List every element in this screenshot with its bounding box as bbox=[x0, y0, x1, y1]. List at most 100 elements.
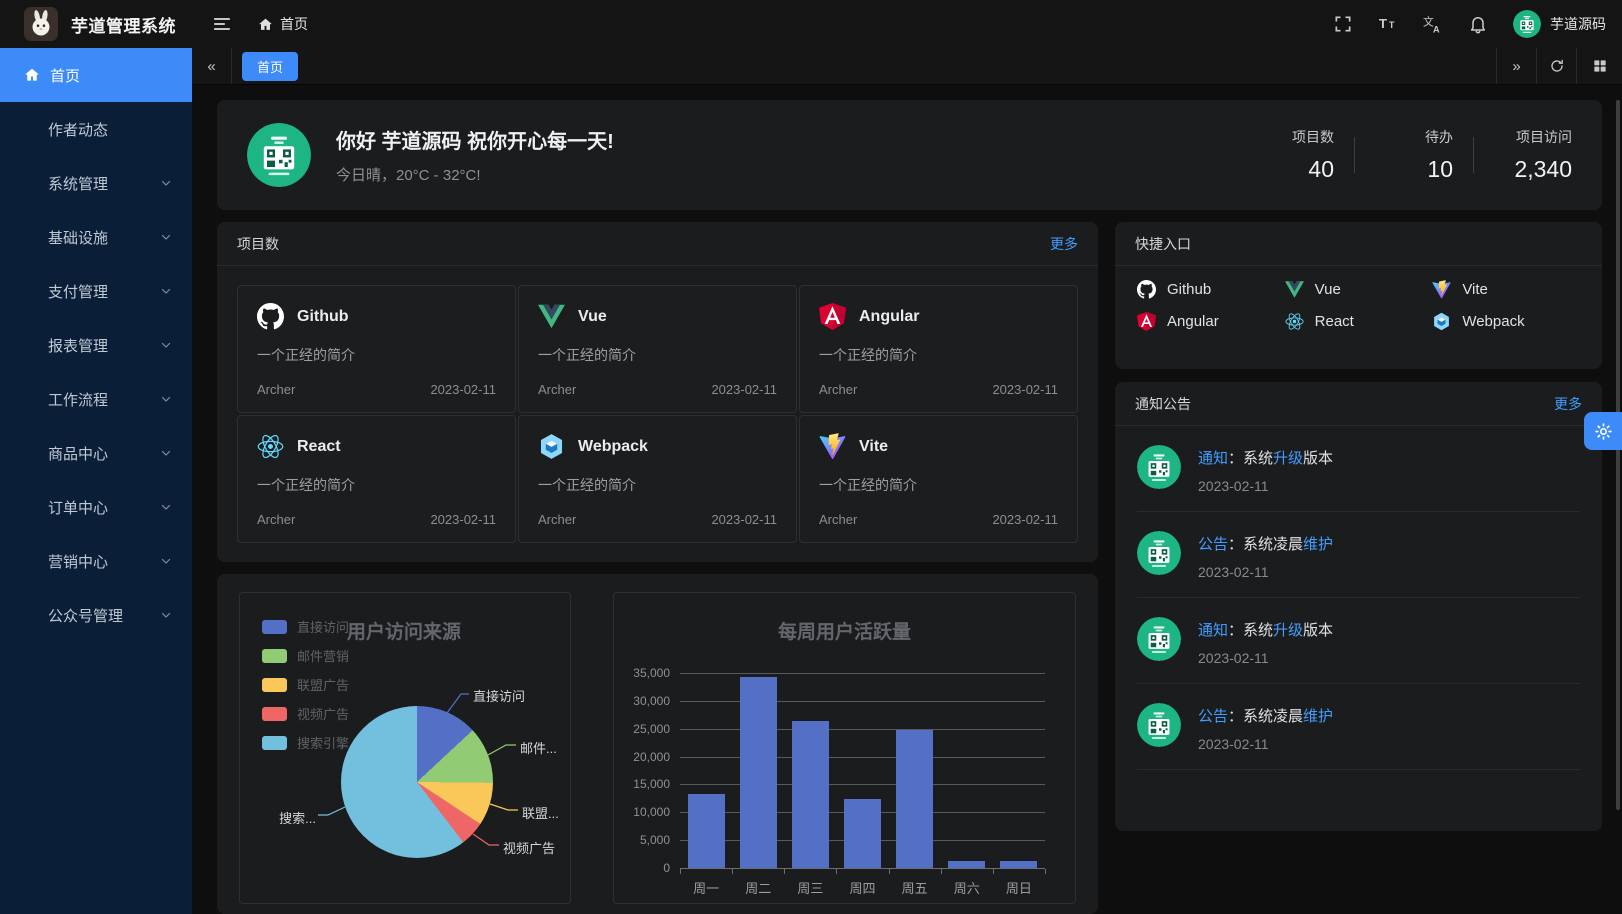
sidebar-item-label: 作者动态 bbox=[48, 121, 109, 139]
stat-value: 40 bbox=[1308, 156, 1334, 182]
notice-date: 2023-02-11 bbox=[1198, 564, 1269, 580]
sidebar-item-8[interactable]: 订单中心 bbox=[0, 480, 192, 534]
legend-item-4[interactable]: 搜索引擎 bbox=[262, 733, 349, 752]
project-card-head: Webpack bbox=[538, 433, 777, 460]
project-author: Archer bbox=[257, 512, 296, 527]
legend-label: 搜索引擎 bbox=[297, 736, 350, 751]
x-tick-mark bbox=[940, 869, 942, 874]
project-date: 2023-02-11 bbox=[992, 512, 1058, 527]
tabs-expand-button[interactable]: » bbox=[1496, 48, 1536, 84]
pie-legend: 直接访问邮件营销联盟广告视频广告搜索引擎 bbox=[262, 617, 349, 762]
sidebar-item-0[interactable]: 首页 bbox=[0, 48, 192, 102]
projects-card-title: 项目数 bbox=[237, 235, 279, 252]
shortcut-vue[interactable]: Vue bbox=[1284, 280, 1433, 299]
svg-text:A: A bbox=[1433, 24, 1440, 34]
right-column: 快捷入口 Github Vue Vite Angular React Webpack 通知… bbox=[1115, 222, 1602, 914]
tabbar: « 首页 » bbox=[192, 48, 1622, 85]
project-card-head: Vue bbox=[538, 303, 777, 330]
tabs-menu-button[interactable] bbox=[1576, 48, 1622, 84]
y-tick-label: 5,000 bbox=[639, 833, 670, 848]
project-card-react[interactable]: React 一个正经的简介 Archer 2023-02-11 bbox=[237, 415, 516, 543]
stat-label: 待办 bbox=[1425, 129, 1453, 145]
hamburger-menu-icon[interactable] bbox=[212, 14, 232, 34]
y-tick-label: 10,000 bbox=[633, 805, 670, 820]
project-card-github[interactable]: Github 一个正经的简介 Archer 2023-02-11 bbox=[237, 285, 516, 413]
project-name: React bbox=[297, 437, 341, 455]
stat-value: 10 bbox=[1427, 156, 1453, 182]
stat-label: 项目访问 bbox=[1516, 129, 1572, 145]
tabs-collapse-button[interactable]: « bbox=[192, 48, 232, 84]
project-card-vue[interactable]: Vue 一个正经的简介 Archer 2023-02-11 bbox=[518, 285, 797, 413]
notice-item-3[interactable]: 公告：系统凌晨维护 2023-02-11 bbox=[1137, 684, 1580, 770]
project-foot: Archer 2023-02-11 bbox=[257, 382, 496, 397]
notice-date: 2023-02-11 bbox=[1198, 650, 1269, 666]
sidebar-item-3[interactable]: 基础设施 bbox=[0, 210, 192, 264]
project-author: Archer bbox=[538, 382, 577, 397]
project-name: Angular bbox=[859, 307, 920, 325]
x-tick-mark bbox=[888, 869, 890, 874]
breadcrumb[interactable]: 首页 bbox=[258, 14, 308, 34]
fullscreen-button[interactable] bbox=[1333, 14, 1353, 34]
notice-item-2[interactable]: 通知：系统升级版本 2023-02-11 bbox=[1137, 598, 1580, 684]
shortcut-label: Vue bbox=[1314, 281, 1341, 298]
notice-item-0[interactable]: 通知：系统升级版本 2023-02-11 bbox=[1137, 426, 1580, 512]
settings-button[interactable] bbox=[1584, 412, 1622, 450]
project-card-vite[interactable]: Vite 一个正经的简介 Archer 2023-02-11 bbox=[799, 415, 1078, 543]
legend-item-2[interactable]: 联盟广告 bbox=[262, 675, 349, 694]
sidebar-item-label: 基础设施 bbox=[48, 229, 109, 247]
gridline-35,000 bbox=[680, 673, 1045, 674]
legend-item-1[interactable]: 邮件营销 bbox=[262, 646, 349, 665]
project-card-angular[interactable]: Angular 一个正经的简介 Archer 2023-02-11 bbox=[799, 285, 1078, 413]
sidebar-item-1[interactable]: 作者动态 bbox=[0, 102, 192, 156]
chevron-down-icon bbox=[160, 339, 172, 351]
sidebar-item-9[interactable]: 营销中心 bbox=[0, 534, 192, 588]
x-tick-mark bbox=[1045, 869, 1046, 874]
vue-icon bbox=[1284, 280, 1304, 299]
x-tick-label: 周五 bbox=[901, 881, 928, 896]
main-content: 你好 芋道源码 祝你开心每一天! 今日晴，20°C - 32°C! 项目数 40 待… bbox=[192, 85, 1622, 914]
x-tick-mark bbox=[784, 869, 786, 874]
user-menu[interactable]: 芋道源码 bbox=[1513, 10, 1606, 38]
sidebar-item-2[interactable]: 系统管理 bbox=[0, 156, 192, 210]
x-tick-label: 周三 bbox=[797, 881, 824, 896]
sidebar-item-6[interactable]: 工作流程 bbox=[0, 372, 192, 426]
shortcuts-card: 快捷入口 Github Vue Vite Angular React Webpack bbox=[1115, 222, 1602, 369]
bar-周二 bbox=[739, 676, 777, 868]
projects-card: 项目数 更多 Github 一个正经的简介 Archer 2023-02-11 Vue 一… bbox=[217, 222, 1098, 562]
sidebar-item-4[interactable]: 支付管理 bbox=[0, 264, 192, 318]
sidebar-item-10[interactable]: 公众号管理 bbox=[0, 588, 192, 642]
welcome-avatar bbox=[247, 123, 311, 187]
project-card-webpack[interactable]: Webpack 一个正经的简介 Archer 2023-02-11 bbox=[518, 415, 797, 543]
shortcut-react[interactable]: React bbox=[1285, 312, 1433, 331]
tab-home[interactable]: 首页 bbox=[242, 51, 299, 81]
project-date: 2023-02-11 bbox=[711, 512, 777, 527]
charts-card: 直接访问 邮件营销 联盟广告 视频广告 搜索引擎 用户访问来源 直接访问 邮件... 联盟.… bbox=[217, 574, 1098, 914]
home-icon bbox=[24, 67, 40, 83]
notices-card-title: 通知公告 bbox=[1135, 395, 1191, 412]
notice-item-1[interactable]: 公告：系统凌晨维护 2023-02-11 bbox=[1137, 512, 1580, 598]
projects-more-link[interactable]: 更多 bbox=[1050, 235, 1078, 252]
chevron-down-icon bbox=[160, 285, 172, 297]
refresh-button[interactable] bbox=[1536, 48, 1576, 84]
home-icon bbox=[258, 17, 273, 32]
notification-bell-button[interactable] bbox=[1468, 14, 1488, 34]
shortcut-vite[interactable]: Vite bbox=[1432, 280, 1580, 299]
shortcut-github[interactable]: Github bbox=[1137, 280, 1285, 299]
legend-label: 直接访问 bbox=[297, 620, 350, 635]
notice-title: 公告：系统凌晨维护 bbox=[1198, 536, 1334, 553]
sidebar-item-5[interactable]: 报表管理 bbox=[0, 318, 192, 372]
shortcut-angular[interactable]: Angular bbox=[1137, 312, 1285, 331]
sidebar-item-7[interactable]: 商品中心 bbox=[0, 426, 192, 480]
scrollbar-thumb[interactable] bbox=[1616, 100, 1620, 810]
project-date: 2023-02-11 bbox=[992, 382, 1058, 397]
bar-周三 bbox=[791, 721, 829, 868]
shortcut-webpack[interactable]: Webpack bbox=[1432, 312, 1580, 331]
legend-item-0[interactable]: 直接访问 bbox=[262, 617, 349, 636]
notice-body: 通知：系统升级版本 2023-02-11 bbox=[1198, 445, 1333, 494]
legend-item-3[interactable]: 视频广告 bbox=[262, 704, 349, 723]
notices-more-link[interactable]: 更多 bbox=[1554, 395, 1582, 412]
user-avatar bbox=[1513, 10, 1541, 38]
